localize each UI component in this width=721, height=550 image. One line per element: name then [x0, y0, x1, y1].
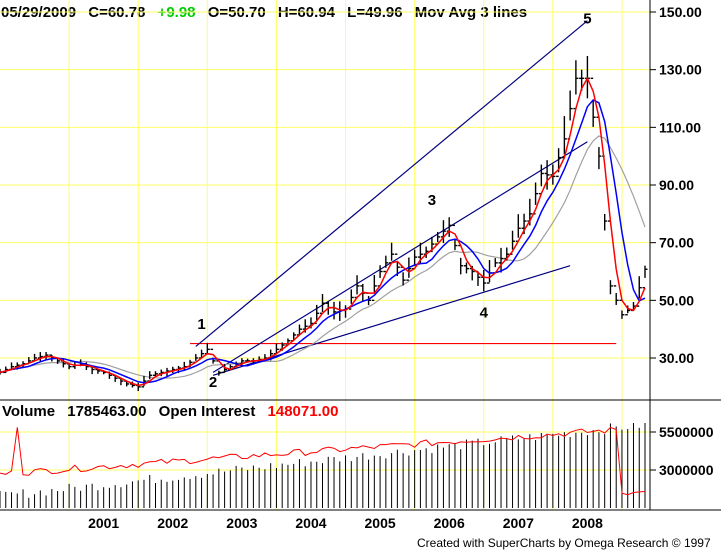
wave-label: 5: [583, 11, 591, 28]
price-tick-label: 50.00: [659, 292, 694, 308]
volume-bars: [0, 423, 646, 508]
date-tick-label: 2004: [295, 515, 326, 531]
date-tick-label: 2001: [88, 515, 119, 531]
price-tick-label: 110.00: [659, 119, 701, 135]
date-tick-label: 2002: [157, 515, 188, 531]
date-tick-label: 2008: [572, 515, 603, 531]
channel-lower-line: [212, 265, 571, 376]
price-tick-label: 30.00: [659, 350, 694, 366]
volume-tick-label: 5500000: [659, 424, 714, 440]
date-tick-label: 2007: [503, 515, 534, 531]
volume-value: 1785463.00: [67, 403, 146, 420]
volume-ticks: 3000000 5500000: [650, 424, 714, 478]
channel-mid-line: [212, 141, 588, 373]
price-tick-label: 90.00: [659, 177, 694, 193]
moving-average-slow: [0, 135, 646, 379]
date-tick-label: 2005: [365, 515, 396, 531]
wave-label: 2: [209, 374, 217, 391]
moving-average-fast: [0, 76, 646, 387]
wave-label: 1: [197, 316, 205, 333]
volume-label: Volume: [2, 403, 55, 420]
wave-label: 4: [480, 305, 489, 322]
wave-label: 3: [428, 192, 436, 209]
credit-text: Created with SuperCharts by Omega Resear…: [417, 536, 711, 550]
date-tick-label: 2006: [434, 515, 465, 531]
price-tick-label: 70.00: [659, 235, 694, 251]
volume-tick-label: 3000000: [659, 462, 714, 478]
moving-average-mid: [0, 98, 646, 384]
price-tick-label: 150.00: [659, 4, 702, 20]
price-ticks: 30.00 50.00 70.00 90.00 110.00 130.00 150.00: [650, 4, 702, 366]
elliott-wave-labels: 1 2 3 4 5: [197, 11, 591, 391]
channel-upper-line: [195, 20, 588, 347]
price-grid: [0, 0, 650, 400]
open-interest-value: 148071.00: [268, 403, 339, 420]
trendlines: [190, 20, 617, 376]
volume-header: Volume 1785463.00 Open Interest 148071.0…: [2, 403, 338, 420]
open-interest-line: [0, 426, 646, 496]
date-ticks: 2001 2002 2003 2004 2005 2006 2007 2008: [88, 515, 603, 531]
price-tick-label: 130.00: [659, 62, 702, 78]
date-tick-label: 2003: [226, 515, 257, 531]
open-interest-label: Open Interest: [159, 403, 256, 420]
